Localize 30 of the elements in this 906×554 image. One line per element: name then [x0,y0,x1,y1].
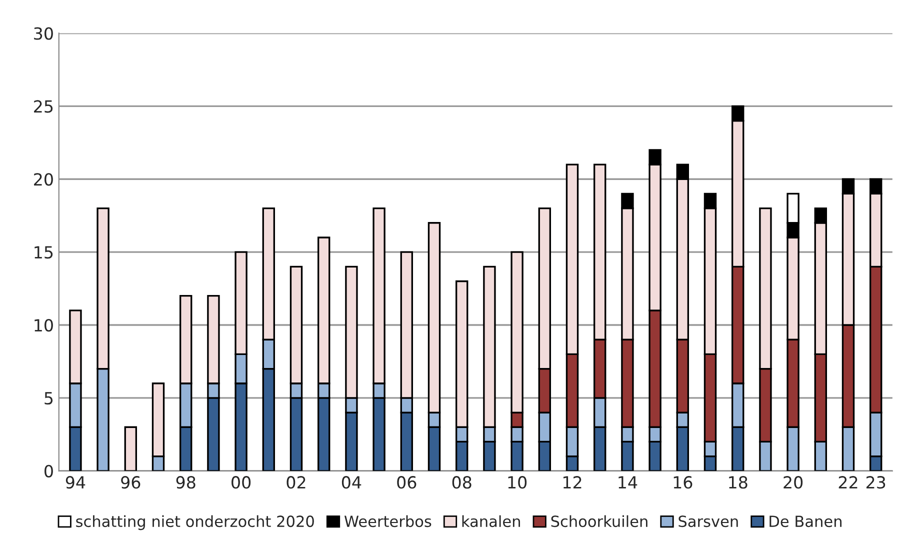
x-tick-label: 00 [232,476,251,489]
y-tick-label: 0 [44,464,53,478]
x-tick-label: 98 [176,476,196,489]
bar [124,426,138,471]
x-tick-label: 10 [508,476,527,489]
x-tick-label: 08 [452,476,472,489]
y-tick-label: 15 [34,246,53,259]
x-tick-label: 96 [121,476,140,489]
y-tick-label: 5 [44,392,53,405]
x-tick-label: 16 [674,476,692,489]
x-tick-label: 23 [866,476,886,489]
y-tick-label: 25 [34,100,53,113]
x-tick-label: 18 [729,476,748,489]
x-tick-label: 04 [342,476,362,489]
legend-label: Sarsven [678,516,738,528]
y-tick-label: 30 [34,27,53,40]
legend-label: Weerterbos [344,515,432,528]
x-tick-label: 12 [563,476,582,488]
x-tick-label: 94 [66,476,86,489]
y-tick-label: 10 [34,318,53,332]
legend-label: Schoorkuilen [551,515,648,528]
legend-label: schatting niet onderzocht 2020 [76,515,314,530]
x-tick-label: 20 [784,476,803,489]
legend-label: De Banen [770,516,842,528]
y-tick-label: 20 [34,173,53,186]
x-tick-label: 06 [397,476,416,489]
x-tick-label: 22 [838,476,858,488]
x-tick-label: 14 [618,476,638,488]
x-tick-label: 02 [286,476,306,489]
legend-label: kanalen [462,515,520,528]
